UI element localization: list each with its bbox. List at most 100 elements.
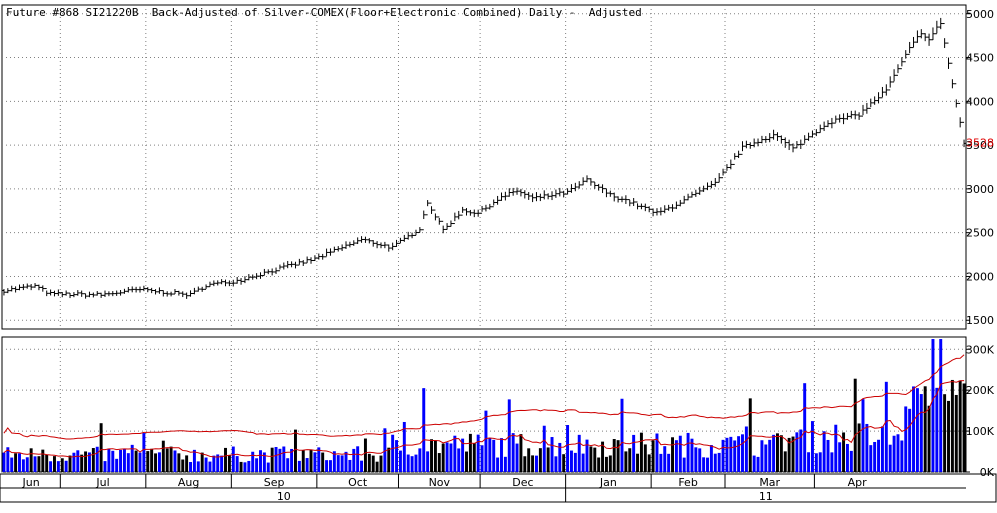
- volume-bar: [511, 433, 515, 472]
- volume-bar: [908, 408, 912, 472]
- volume-bar: [196, 461, 200, 472]
- volume-bar: [286, 458, 290, 472]
- volume-bar: [775, 433, 779, 472]
- month-label: Jul: [95, 476, 109, 489]
- volume-bar: [453, 435, 457, 472]
- volume-bar: [185, 455, 189, 472]
- volume-bar: [643, 444, 647, 472]
- volume-bar: [884, 381, 888, 472]
- volume-bar: [134, 450, 138, 472]
- volume-bar: [379, 455, 383, 472]
- month-label: Dec: [512, 476, 533, 489]
- volume-bar: [822, 431, 826, 472]
- volume-bar: [297, 460, 301, 472]
- volume-bar: [41, 449, 45, 472]
- month-label: Mar: [759, 476, 780, 489]
- volume-bar: [534, 455, 538, 472]
- price-tick-label: 2000: [966, 270, 994, 283]
- volume-bar: [818, 452, 822, 472]
- volume-bar: [169, 446, 173, 472]
- volume-bar: [33, 456, 37, 472]
- volume-bar: [779, 435, 783, 472]
- volume-bar: [177, 453, 181, 472]
- volume-bar: [915, 388, 919, 472]
- volume-bar: [760, 440, 764, 472]
- volume-bar: [764, 444, 768, 472]
- volume-bar: [842, 432, 846, 472]
- volume-bar: [465, 451, 468, 472]
- volume-bar: [500, 438, 503, 472]
- volume-bar: [624, 451, 628, 472]
- volume-bar: [589, 446, 593, 472]
- volume-moving-average-line: [3, 354, 965, 440]
- month-label: Apr: [848, 476, 868, 489]
- volume-bar: [243, 462, 247, 472]
- volume-bar: [943, 394, 947, 472]
- volume-bar: [259, 450, 262, 472]
- volume-bar: [80, 454, 84, 472]
- volume-bar: [107, 448, 111, 472]
- volume-bar: [608, 455, 612, 472]
- volume-bar: [834, 424, 838, 472]
- volume-bar: [492, 439, 496, 472]
- volume-bar: [713, 453, 717, 472]
- volume-bar: [472, 443, 476, 472]
- volume-bar: [49, 461, 53, 472]
- volume-bar: [962, 383, 966, 472]
- price-tick-label: 4500: [966, 52, 994, 65]
- volume-bar: [305, 458, 309, 472]
- volume-bar: [585, 439, 589, 472]
- volume-bar: [542, 425, 546, 472]
- volume-bar: [21, 459, 25, 472]
- volume-bar: [814, 453, 818, 472]
- volume-bar: [904, 406, 908, 472]
- volume-bar: [523, 456, 527, 472]
- volume-bar: [325, 460, 329, 472]
- volume-bar: [18, 453, 21, 472]
- price-tick-label: 4000: [966, 95, 994, 108]
- volume-bar: [25, 457, 29, 472]
- volume-bar: [503, 456, 507, 472]
- volume-bar: [869, 445, 873, 472]
- volume-bar: [437, 453, 441, 472]
- volume-bar: [768, 439, 772, 472]
- volume-bar: [807, 452, 811, 472]
- volume-bar: [348, 459, 352, 472]
- volume-bar: [861, 399, 865, 472]
- volume-bar: [262, 452, 266, 472]
- volume-bar: [457, 448, 461, 472]
- volume-bar: [810, 421, 814, 472]
- volume-bar: [717, 452, 721, 472]
- volume-bar: [441, 443, 445, 472]
- volume-bar: [849, 450, 853, 472]
- volume-bar: [293, 429, 297, 472]
- month-label: Feb: [678, 476, 697, 489]
- volume-bar: [912, 386, 916, 472]
- volume-bar: [694, 447, 698, 472]
- volume-bar: [791, 436, 795, 472]
- volume-bar: [2, 452, 6, 472]
- volume-moving-average-line: [3, 380, 965, 458]
- price-tick-label: 3000: [966, 183, 994, 196]
- volume-bar: [239, 461, 243, 472]
- volume-bar: [72, 452, 76, 472]
- volume-bar: [896, 434, 900, 472]
- volume-bar: [274, 446, 278, 472]
- volume-bar: [157, 452, 161, 472]
- volume-bar: [461, 438, 465, 472]
- volume-bar: [659, 453, 663, 472]
- volume-bar: [935, 387, 939, 472]
- volume-bar: [395, 440, 399, 472]
- volume-bar: [931, 339, 935, 472]
- volume-bar: [950, 379, 954, 472]
- price-panel-frame: [1, 4, 967, 330]
- volume-bar: [290, 448, 294, 472]
- volume-bar: [146, 451, 150, 472]
- volume-bar: [282, 446, 286, 472]
- volume-bar: [597, 457, 601, 472]
- volume-bar: [795, 432, 799, 472]
- volume-bar: [546, 447, 550, 472]
- volume-bar: [231, 446, 235, 472]
- volume-bar: [87, 452, 91, 472]
